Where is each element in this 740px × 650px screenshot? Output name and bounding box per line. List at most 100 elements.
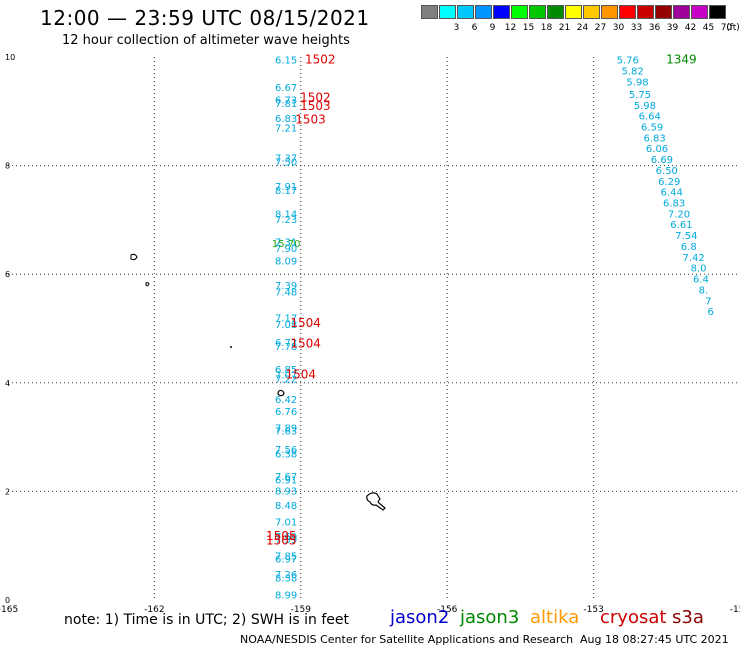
observation-hour-label: 1505 [266, 529, 297, 543]
latitude-tick-label: 0 [5, 596, 10, 605]
wave-height-value: 7.81 [275, 99, 297, 110]
longitude-tick-label: -162 [144, 605, 164, 615]
colorbar-swatch [547, 5, 564, 19]
wave-height-value: 6.97 [275, 555, 297, 566]
wave-height-value: 8.99 [275, 591, 297, 602]
colorbar-swatch [529, 5, 546, 19]
island-outline [145, 282, 150, 287]
wave-height-value: 7.23 [275, 215, 297, 226]
wave-height-value: 7.78 [275, 342, 297, 353]
wave-height-value: 7.17 [275, 314, 297, 325]
colorbar-label: 27 [594, 23, 607, 33]
colorbar-label: 18 [540, 23, 553, 33]
colorbar-swatch [493, 5, 510, 19]
island-outline [130, 253, 138, 261]
colorbar-swatch [601, 5, 618, 19]
colorbar-label: 3 [453, 23, 460, 33]
wave-height-value: 6.67 [275, 83, 297, 94]
wave-height-value: 5.98 [626, 77, 648, 88]
wave-height-value: 6.29 [658, 177, 680, 188]
wave-height-value: 6.42 [275, 395, 297, 406]
wave-height-value: 6.85 [275, 365, 297, 376]
colorbar-swatch [565, 5, 582, 19]
colorbar-label: 42 [684, 23, 697, 33]
wave-height-value: 6.72 [275, 338, 297, 349]
wave-height-value: 7.31 [275, 238, 297, 249]
island-outline [277, 389, 285, 397]
wave-height-value: 7.91 [275, 182, 297, 193]
wave-height-value: 8.48 [275, 501, 297, 512]
colorbar-swatch [457, 5, 474, 19]
longitude-tick-label: -165 [0, 605, 18, 615]
colorbar-unit: (ft) [726, 23, 740, 33]
wave-height-value: 6.15 [275, 56, 297, 67]
colorbar-label: 12 [504, 23, 517, 33]
wave-height-value: 6.76 [275, 407, 297, 418]
wave-height-value: 7.01 [275, 517, 297, 528]
colorbar-swatch [673, 5, 690, 19]
latitude-tick-label: 8 [5, 162, 10, 171]
footer-note: note: 1) Time is in UTC; 2) SWH is in fe… [64, 612, 350, 628]
wave-height-value: 6.69 [651, 155, 673, 166]
wave-height-value: 5.75 [629, 90, 651, 101]
wave-height-value: 7.67 [275, 472, 297, 483]
observation-hour-label: 1503 [300, 99, 331, 113]
wave-height-value: 7.21 [275, 124, 297, 135]
wave-height-value: 8.09 [275, 257, 297, 268]
wave-height-value: 6.83 [275, 114, 297, 125]
wave-height-value: 7 [705, 296, 711, 307]
colorbar-swatch [637, 5, 654, 19]
latitude-tick-label: 2 [5, 487, 10, 496]
wave-height-value: 6.91 [275, 475, 297, 486]
satellite-name: cryosat [600, 607, 667, 628]
wave-height-value: 8.14 [275, 209, 297, 220]
colorbar-swatch [655, 5, 672, 19]
colorbar-swatch [511, 5, 528, 19]
map-subtitle: 12 hour collection of altimeter wave hei… [62, 33, 350, 48]
wave-height-value: 6.59 [641, 123, 663, 134]
colorbar-swatch [619, 5, 636, 19]
wave-height-value: 5.98 [634, 101, 656, 112]
wave-height-value: 7.54 [675, 231, 697, 242]
longitude-tick-label: -156 [437, 605, 458, 615]
colorbar-label: 15 [522, 23, 535, 33]
observation-hour-label: 1502 [300, 91, 331, 105]
wave-height-value: 7.48 [275, 288, 297, 299]
wave-height-value: 6.61 [670, 220, 692, 231]
wave-height-value: 7.85 [275, 551, 297, 562]
wave-height-value: 8. [699, 285, 709, 296]
satellite-name: s3a [672, 607, 704, 628]
wave-height-value: 7.20 [668, 209, 690, 220]
wave-height-value: 8.93 [275, 486, 297, 497]
wave-height-value: 6.64 [639, 112, 661, 123]
wave-height-value: 7.56 [275, 445, 297, 456]
observation-hour-label: 1349 [666, 53, 697, 67]
wave-height-value: 7.39 [275, 281, 297, 292]
colorbar-label: 45 [702, 23, 715, 33]
wave-height-value: 5.76 [617, 56, 639, 67]
wave-height-value: 6.8 [681, 242, 697, 253]
colorbar-swatch [691, 5, 708, 19]
observation-hour-label: 1504 [290, 337, 321, 351]
satellite-name: jason2 [390, 607, 450, 628]
observation-hour-label: 1502 [305, 53, 336, 67]
colorbar-label: 21 [558, 23, 571, 33]
satellite-name: jason3 [460, 607, 520, 628]
colorbar-swatch [439, 5, 456, 19]
footer-timestamp: Aug 18 08:27:45 UTC 2021 [580, 633, 729, 646]
wave-height-value: 7.07 [275, 371, 297, 382]
wave-height-value: 7.89 [275, 423, 297, 434]
longitude-tick-label: -150 [730, 605, 740, 615]
wave-height-value: 7.69 [275, 532, 297, 543]
colorbar-swatch [583, 5, 600, 19]
colorbar-label: 6 [471, 23, 478, 33]
wave-height-value: 6.50 [656, 166, 678, 177]
colorbar-label: 39 [666, 23, 679, 33]
wave-height-value: 7.90 [275, 244, 297, 255]
satellite-name: altika [530, 607, 580, 628]
wave-height-value: 15.70 [272, 239, 301, 250]
observation-hour-label: 1504 [290, 316, 321, 330]
colorbar-label: 24 [576, 23, 589, 33]
footer-credit: NOAA/NESDIS Center for Satellite Applica… [240, 633, 574, 646]
